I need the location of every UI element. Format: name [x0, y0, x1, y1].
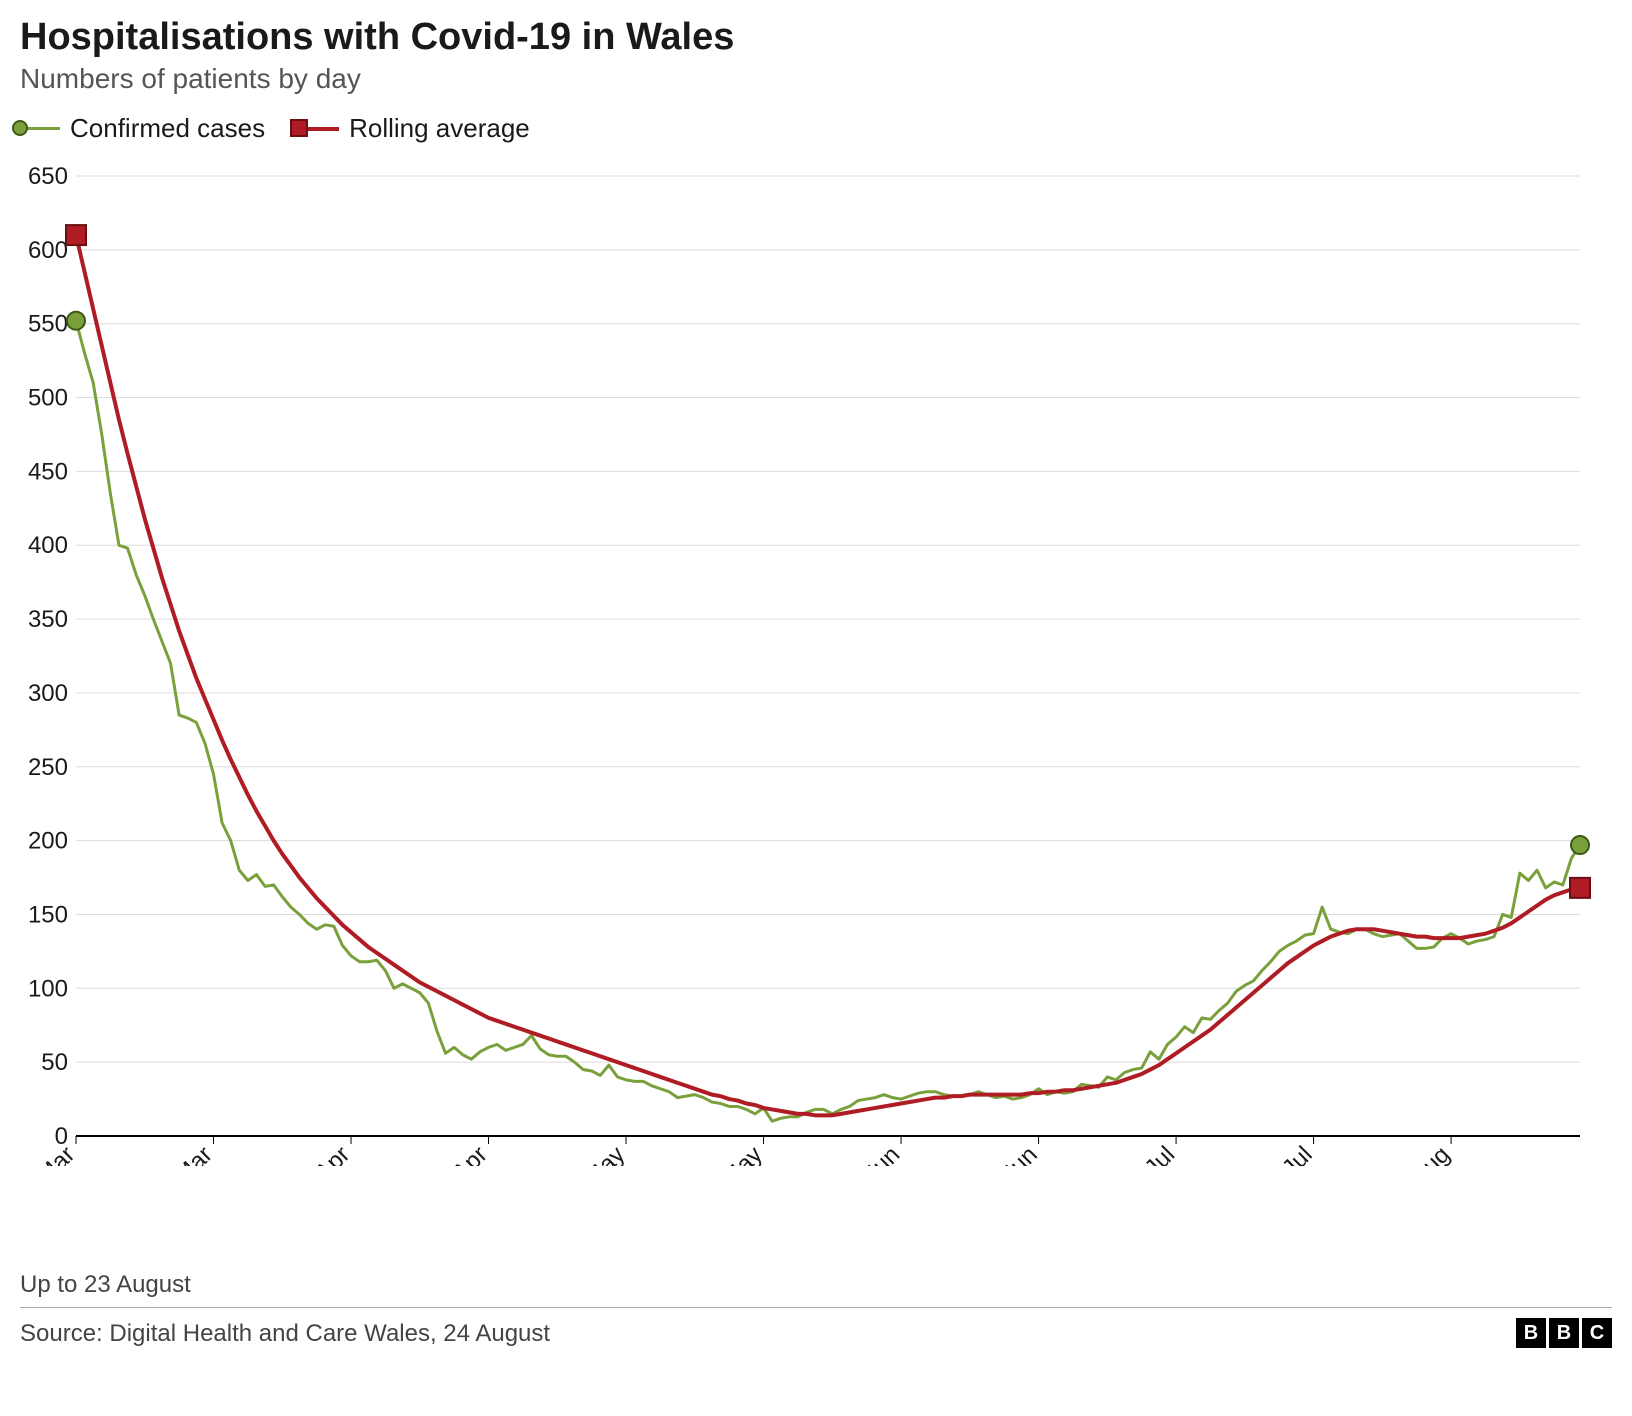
bbc-logo-block: C: [1582, 1318, 1612, 1348]
svg-text:17-Mar: 17-Mar: [145, 1141, 218, 1166]
legend-item: Confirmed cases: [20, 113, 265, 144]
bbc-logo-block: B: [1516, 1318, 1546, 1348]
svg-text:50: 50: [41, 1049, 68, 1076]
svg-text:200: 200: [28, 828, 68, 855]
svg-text:05-Jun: 05-Jun: [834, 1141, 905, 1166]
svg-text:550: 550: [28, 311, 68, 338]
svg-text:21-Jun: 21-Jun: [972, 1141, 1043, 1166]
svg-text:02-Apr: 02-Apr: [285, 1141, 355, 1166]
chart-subtitle: Numbers of patients by day: [20, 63, 1612, 95]
svg-text:600: 600: [28, 237, 68, 264]
svg-text:100: 100: [28, 975, 68, 1002]
chart-source: Source: Digital Health and Care Wales, 2…: [20, 1320, 550, 1348]
svg-text:300: 300: [28, 680, 68, 707]
legend-label: Rolling average: [349, 113, 530, 144]
svg-text:150: 150: [28, 901, 68, 928]
svg-text:450: 450: [28, 458, 68, 485]
svg-text:23-Jul: 23-Jul: [1253, 1141, 1318, 1166]
chart-note: Up to 23 August: [20, 1271, 1612, 1299]
bbc-logo-block: B: [1549, 1318, 1579, 1348]
chart-legend: Confirmed cases Rolling average: [20, 113, 1612, 144]
svg-text:650: 650: [28, 166, 68, 190]
svg-text:04-May: 04-May: [555, 1141, 631, 1166]
legend-item: Rolling average: [299, 113, 530, 144]
chart-title: Hospitalisations with Covid-19 in Wales: [20, 16, 1612, 59]
bbc-logo: BBC: [1516, 1318, 1612, 1348]
svg-text:500: 500: [28, 385, 68, 412]
svg-text:400: 400: [28, 532, 68, 559]
svg-text:250: 250: [28, 754, 68, 781]
svg-text:08-Apr: 08-Apr: [423, 1141, 493, 1166]
svg-text:07-Jul: 07-Jul: [1115, 1141, 1180, 1166]
svg-text:20-May: 20-May: [692, 1141, 768, 1166]
legend-label: Confirmed cases: [70, 113, 265, 144]
svg-text:01-Mar: 01-Mar: [20, 1141, 80, 1166]
svg-text:08-Aug: 08-Aug: [1382, 1141, 1456, 1166]
chart-plot: 0501001502002503003504004505005506006500…: [20, 166, 1612, 1171]
chart-svg: 0501001502002503003504004505005506006500…: [20, 166, 1600, 1166]
svg-text:350: 350: [28, 606, 68, 633]
